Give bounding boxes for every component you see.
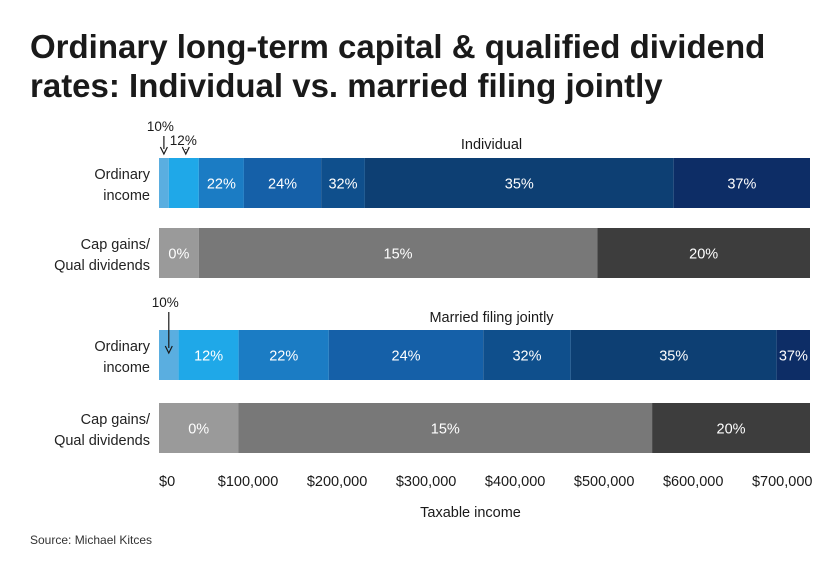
bar-segment-individual-ordinary-3 — [243, 158, 322, 208]
x-tick-label-5: $500,000 — [574, 474, 634, 490]
bar-segment-married-filing-jointly-capgains-0 — [159, 403, 239, 453]
segment-label-married-filing-jointly-ordinary-5: 35% — [659, 349, 688, 365]
segment-label-individual-ordinary-3: 24% — [268, 177, 297, 193]
segment-label-individual-ordinary-5: 35% — [505, 177, 534, 193]
bar-segment-individual-ordinary-0 — [159, 158, 169, 208]
segment-label-married-filing-jointly-ordinary-6: 37% — [779, 349, 808, 365]
bar-segment-individual-ordinary-5 — [364, 158, 674, 208]
x-axis-title: Taxable income — [420, 505, 521, 521]
row-label-individual-ordinary-0: Ordinary — [94, 167, 150, 183]
bar-segment-individual-ordinary-4 — [321, 158, 365, 208]
bar-segment-married-filing-jointly-capgains-1 — [238, 403, 653, 453]
source-note: Source: Michael Kitces — [30, 533, 152, 547]
group-label-individual: Individual — [461, 137, 522, 153]
callout-label-individual-ordinary-1: 12% — [170, 133, 197, 148]
bar-segment-individual-capgains-1 — [198, 228, 598, 278]
x-tick-label-6: $600,000 — [663, 474, 723, 490]
callout-arrow-married-filing-jointly-ordinary-0 — [164, 312, 173, 355]
x-tick-label-4: $400,000 — [485, 474, 545, 490]
x-tick-label-7: $700,000 — [752, 474, 812, 490]
row-label-married-filing-jointly-ordinary-1: income — [103, 360, 150, 376]
bar-segment-married-filing-jointly-ordinary-3 — [328, 330, 484, 380]
segment-label-individual-ordinary-4: 32% — [328, 177, 357, 193]
row-label-married-filing-jointly-capgains-1: Qual dividends — [54, 433, 150, 449]
segment-label-married-filing-jointly-capgains-2: 20% — [717, 422, 746, 438]
segment-label-individual-capgains-2: 20% — [689, 247, 718, 263]
row-label-individual-capgains-1: Qual dividends — [54, 258, 150, 274]
callout-label-married-filing-jointly-ordinary-0: 10% — [152, 295, 179, 310]
callout-arrow-individual-ordinary-0-head — [159, 146, 168, 156]
row-label-married-filing-jointly-capgains-0: Cap gains/ — [81, 412, 151, 428]
callout-arrow-individual-ordinary-1-head — [181, 146, 190, 156]
chart-title-line-2: rates: Individual vs. married filing joi… — [30, 67, 663, 104]
segment-label-married-filing-jointly-ordinary-2: 22% — [269, 349, 298, 365]
bar-segment-married-filing-jointly-ordinary-0 — [159, 330, 179, 380]
chart-title-line-1: Ordinary long-term capital & qualified d… — [30, 28, 765, 65]
segment-label-individual-ordinary-6: 37% — [727, 177, 756, 193]
bar-segment-married-filing-jointly-ordinary-5 — [570, 330, 777, 380]
segment-label-individual-capgains-0: 0% — [168, 247, 189, 263]
row-label-individual-capgains-0: Cap gains/ — [81, 237, 151, 253]
segment-label-married-filing-jointly-ordinary-1: 12% — [194, 349, 223, 365]
callout-arrow-individual-ordinary-0 — [159, 136, 168, 156]
callout-label-individual-ordinary-0: 10% — [147, 119, 174, 134]
bar-segment-individual-capgains-2 — [597, 228, 810, 278]
x-tick-label-3: $300,000 — [396, 474, 456, 490]
callout-arrow-individual-ordinary-1 — [181, 146, 190, 156]
segment-label-married-filing-jointly-ordinary-3: 24% — [392, 349, 421, 365]
segment-label-individual-ordinary-2: 22% — [207, 177, 236, 193]
segment-label-individual-capgains-1: 15% — [384, 247, 413, 263]
bar-segment-individual-ordinary-6 — [673, 158, 810, 208]
bar-segment-individual-ordinary-1 — [168, 158, 199, 208]
row-label-married-filing-jointly-ordinary-0: Ordinary — [94, 339, 150, 355]
bar-segment-married-filing-jointly-ordinary-1 — [178, 330, 239, 380]
bar-segment-individual-capgains-0 — [159, 228, 199, 278]
row-label-individual-ordinary-1: income — [103, 188, 150, 204]
x-tick-label-1: $100,000 — [218, 474, 278, 490]
segment-label-married-filing-jointly-ordinary-4: 32% — [512, 349, 541, 365]
callout-arrow-married-filing-jointly-ordinary-0-head — [164, 345, 173, 355]
segment-label-married-filing-jointly-capgains-1: 15% — [431, 422, 460, 438]
segment-label-married-filing-jointly-capgains-0: 0% — [188, 422, 209, 438]
bar-segment-married-filing-jointly-capgains-2 — [652, 403, 810, 453]
x-tick-label-0: $0 — [159, 474, 175, 490]
bar-segment-married-filing-jointly-ordinary-6 — [776, 330, 810, 380]
bar-segment-individual-ordinary-2 — [198, 158, 244, 208]
bar-segment-married-filing-jointly-ordinary-4 — [483, 330, 571, 380]
bar-segment-married-filing-jointly-ordinary-2 — [238, 330, 329, 380]
group-label-married-filing-jointly: Married filing jointly — [429, 310, 554, 326]
x-tick-label-2: $200,000 — [307, 474, 367, 490]
